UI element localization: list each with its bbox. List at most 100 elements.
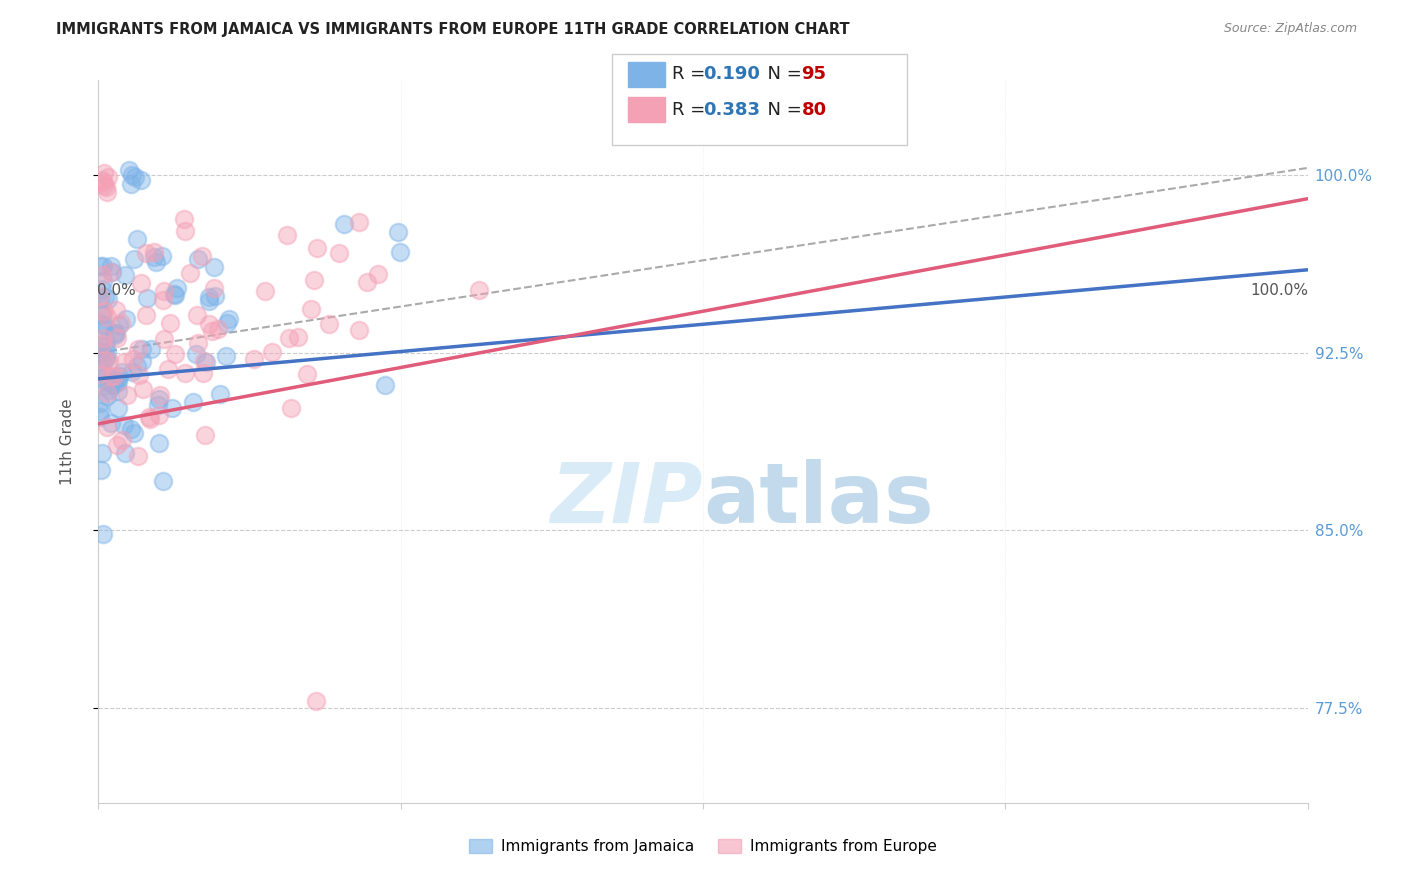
Point <box>121 365 143 379</box>
Point <box>209 387 232 401</box>
Point <box>91 175 114 189</box>
Point <box>152 474 174 488</box>
Point <box>105 331 128 345</box>
Point <box>91 362 114 376</box>
Point <box>165 347 187 361</box>
Point <box>90 463 112 477</box>
Point <box>173 366 195 380</box>
Point <box>198 290 221 304</box>
Point <box>97 375 120 389</box>
Point <box>124 170 146 185</box>
Point <box>186 336 208 351</box>
Point <box>91 318 114 332</box>
Point <box>91 282 114 296</box>
Text: 80: 80 <box>801 101 827 119</box>
Point <box>118 163 141 178</box>
Point <box>97 293 120 307</box>
Point <box>305 241 328 255</box>
Point <box>94 289 117 303</box>
Point <box>148 392 170 406</box>
Point <box>91 351 114 366</box>
Point <box>287 330 309 344</box>
Point <box>215 349 238 363</box>
Point <box>129 173 152 187</box>
Point <box>174 224 197 238</box>
Point <box>91 275 114 289</box>
Text: N =: N = <box>756 65 808 83</box>
Point <box>108 368 131 383</box>
Point <box>94 350 117 364</box>
Text: atlas: atlas <box>703 458 934 540</box>
Point <box>89 259 111 273</box>
Point <box>93 352 115 367</box>
Point <box>112 418 135 433</box>
Point <box>389 245 412 260</box>
Point <box>333 217 356 231</box>
Point <box>96 345 118 359</box>
Text: N =: N = <box>756 101 808 119</box>
Point <box>127 342 149 356</box>
Point <box>142 250 165 264</box>
Point <box>94 368 117 382</box>
Point <box>262 345 284 359</box>
Point <box>128 368 150 383</box>
Point <box>94 180 117 194</box>
Text: R =: R = <box>672 65 711 83</box>
Point <box>93 166 115 180</box>
Point <box>387 225 409 239</box>
Point <box>136 292 159 306</box>
Text: 100.0%: 100.0% <box>1251 283 1309 298</box>
Point <box>194 427 217 442</box>
Point <box>91 337 114 351</box>
Point <box>122 426 145 441</box>
Point <box>100 259 122 273</box>
Point <box>93 178 115 192</box>
Point <box>132 382 155 396</box>
Point <box>166 281 188 295</box>
Point <box>111 434 134 448</box>
Point <box>90 309 112 323</box>
Point <box>204 288 226 302</box>
Point <box>295 368 318 382</box>
Point <box>97 170 120 185</box>
Point <box>153 332 176 346</box>
Point <box>184 347 207 361</box>
Point <box>146 398 169 412</box>
Point <box>193 354 215 368</box>
Point <box>103 376 125 391</box>
Point <box>198 317 221 331</box>
Point <box>89 410 111 425</box>
Point <box>150 249 173 263</box>
Text: 0.383: 0.383 <box>703 101 761 119</box>
Point <box>91 259 114 273</box>
Point <box>100 265 122 279</box>
Text: 0.0%: 0.0% <box>97 283 136 298</box>
Point <box>96 310 118 324</box>
Point <box>153 285 176 299</box>
Point <box>173 211 195 226</box>
Point <box>120 178 142 192</box>
Point <box>157 362 180 376</box>
Point <box>89 292 111 306</box>
Point <box>131 343 153 357</box>
Point <box>105 437 128 451</box>
Point <box>122 351 145 366</box>
Point <box>139 342 162 356</box>
Point <box>96 351 118 366</box>
Point <box>218 311 240 326</box>
Point <box>89 316 111 330</box>
Point <box>253 284 276 298</box>
Point <box>328 246 350 260</box>
Point <box>149 388 172 402</box>
Point <box>91 527 114 541</box>
Point <box>107 401 129 416</box>
Point <box>94 319 117 334</box>
Point <box>96 185 118 199</box>
Point <box>356 276 378 290</box>
Text: ZIP: ZIP <box>550 458 703 540</box>
Point <box>103 368 125 383</box>
Point <box>204 260 226 275</box>
Point <box>93 304 115 318</box>
Point <box>127 449 149 463</box>
Point <box>100 368 122 383</box>
